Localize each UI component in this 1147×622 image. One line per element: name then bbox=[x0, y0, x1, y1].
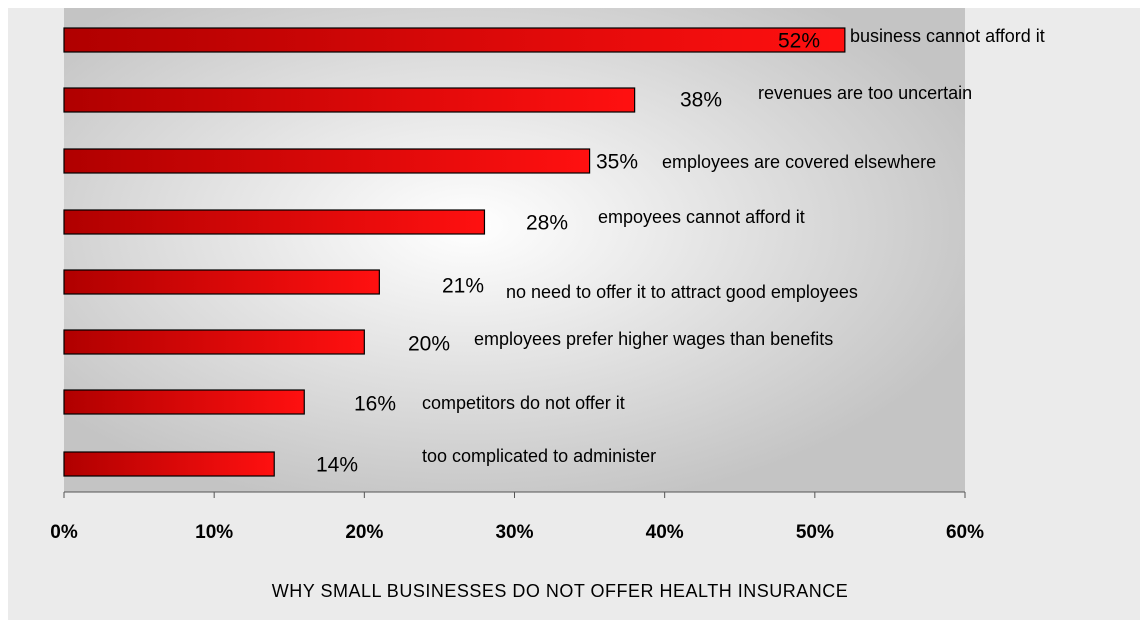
x-tick-label: 10% bbox=[195, 522, 233, 543]
category-label: no need to offer it to attract good empl… bbox=[506, 282, 858, 302]
bar bbox=[63, 329, 365, 355]
x-tick-label: 0% bbox=[50, 522, 78, 543]
bar bbox=[63, 209, 486, 235]
value-label: 28% bbox=[526, 212, 568, 235]
value-label: 38% bbox=[680, 89, 722, 112]
x-tick-label: 50% bbox=[796, 522, 834, 543]
category-label: competitors do not offer it bbox=[422, 393, 625, 413]
bar bbox=[63, 148, 591, 174]
chart-title: WHY SMALL BUSINESSES DO NOT OFFER HEALTH… bbox=[272, 581, 848, 601]
category-label: employees prefer higher wages than benef… bbox=[474, 329, 833, 349]
x-tick-label: 20% bbox=[345, 522, 383, 543]
category-label: too complicated to administer bbox=[422, 446, 656, 466]
bar bbox=[63, 451, 275, 477]
plot-area bbox=[64, 8, 965, 492]
x-tick-label: 60% bbox=[946, 522, 984, 543]
x-tick-label: 40% bbox=[646, 522, 684, 543]
value-label: 21% bbox=[442, 275, 484, 298]
value-label: 14% bbox=[316, 454, 358, 477]
bar bbox=[63, 269, 380, 295]
value-label: 16% bbox=[354, 393, 396, 416]
value-label: 52% bbox=[778, 30, 820, 53]
bar bbox=[63, 389, 305, 415]
category-label: employees are covered elsewhere bbox=[662, 152, 936, 172]
category-label: empoyees cannot afford it bbox=[598, 207, 805, 227]
bar bbox=[63, 27, 846, 53]
category-label: business cannot afford it bbox=[850, 26, 1045, 46]
bar bbox=[63, 87, 636, 113]
value-label: 35% bbox=[596, 151, 638, 174]
category-label: revenues are too uncertain bbox=[758, 83, 972, 103]
value-label: 20% bbox=[408, 333, 450, 356]
x-tick-label: 30% bbox=[495, 522, 533, 543]
